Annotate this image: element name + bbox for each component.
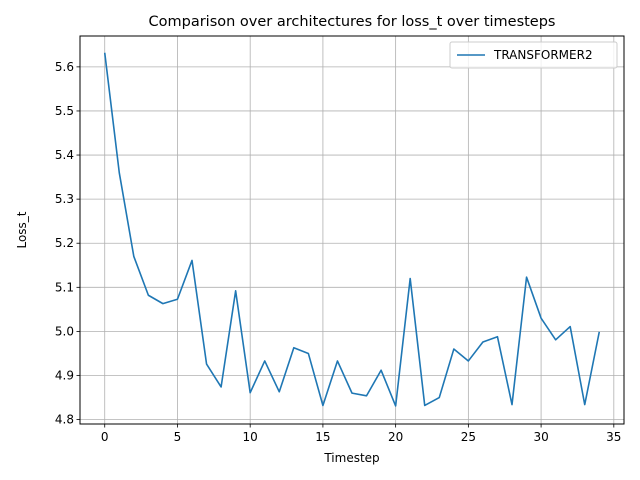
chart-title: Comparison over architectures for loss_t… xyxy=(149,14,556,30)
x-tick-label: 35 xyxy=(606,430,621,444)
y-tick-label: 4.9 xyxy=(55,369,74,383)
plot-frame xyxy=(79,35,625,425)
x-axis-ticks: 0 5 10 15 20 25 30 35 xyxy=(101,424,621,444)
x-tick-label: 20 xyxy=(388,430,403,444)
x-tick-label: 5 xyxy=(174,430,182,444)
y-tick-label: 5.2 xyxy=(55,236,74,250)
y-axis-label: Loss_t xyxy=(15,211,29,248)
x-tick-label: 15 xyxy=(315,430,330,444)
x-tick-label: 0 xyxy=(101,430,109,444)
series-line xyxy=(103,52,601,407)
x-tick-label: 30 xyxy=(533,430,548,444)
y-tick-label: 5.5 xyxy=(55,104,74,118)
x-tick-label: 10 xyxy=(243,430,258,444)
x-axis-label: Timestep xyxy=(323,451,379,465)
y-tick-label: 5.6 xyxy=(55,60,74,74)
y-tick-label: 5.3 xyxy=(55,192,74,206)
y-axis-ticks: 4.8 4.9 5.0 5.1 5.2 5.3 5.4 5.5 5.6 xyxy=(55,60,80,427)
series-layer xyxy=(103,52,601,407)
x-tick-label: 25 xyxy=(461,430,476,444)
y-tick-label: 4.8 xyxy=(55,413,74,427)
y-tick-label: 5.1 xyxy=(55,280,74,294)
legend-box xyxy=(449,41,618,69)
grid xyxy=(80,36,624,424)
y-tick-label: 5.0 xyxy=(55,324,74,338)
legend: TRANSFORMER2 xyxy=(449,41,618,69)
y-tick-label: 5.4 xyxy=(55,148,74,162)
legend-label: TRANSFORMER2 xyxy=(493,48,593,62)
